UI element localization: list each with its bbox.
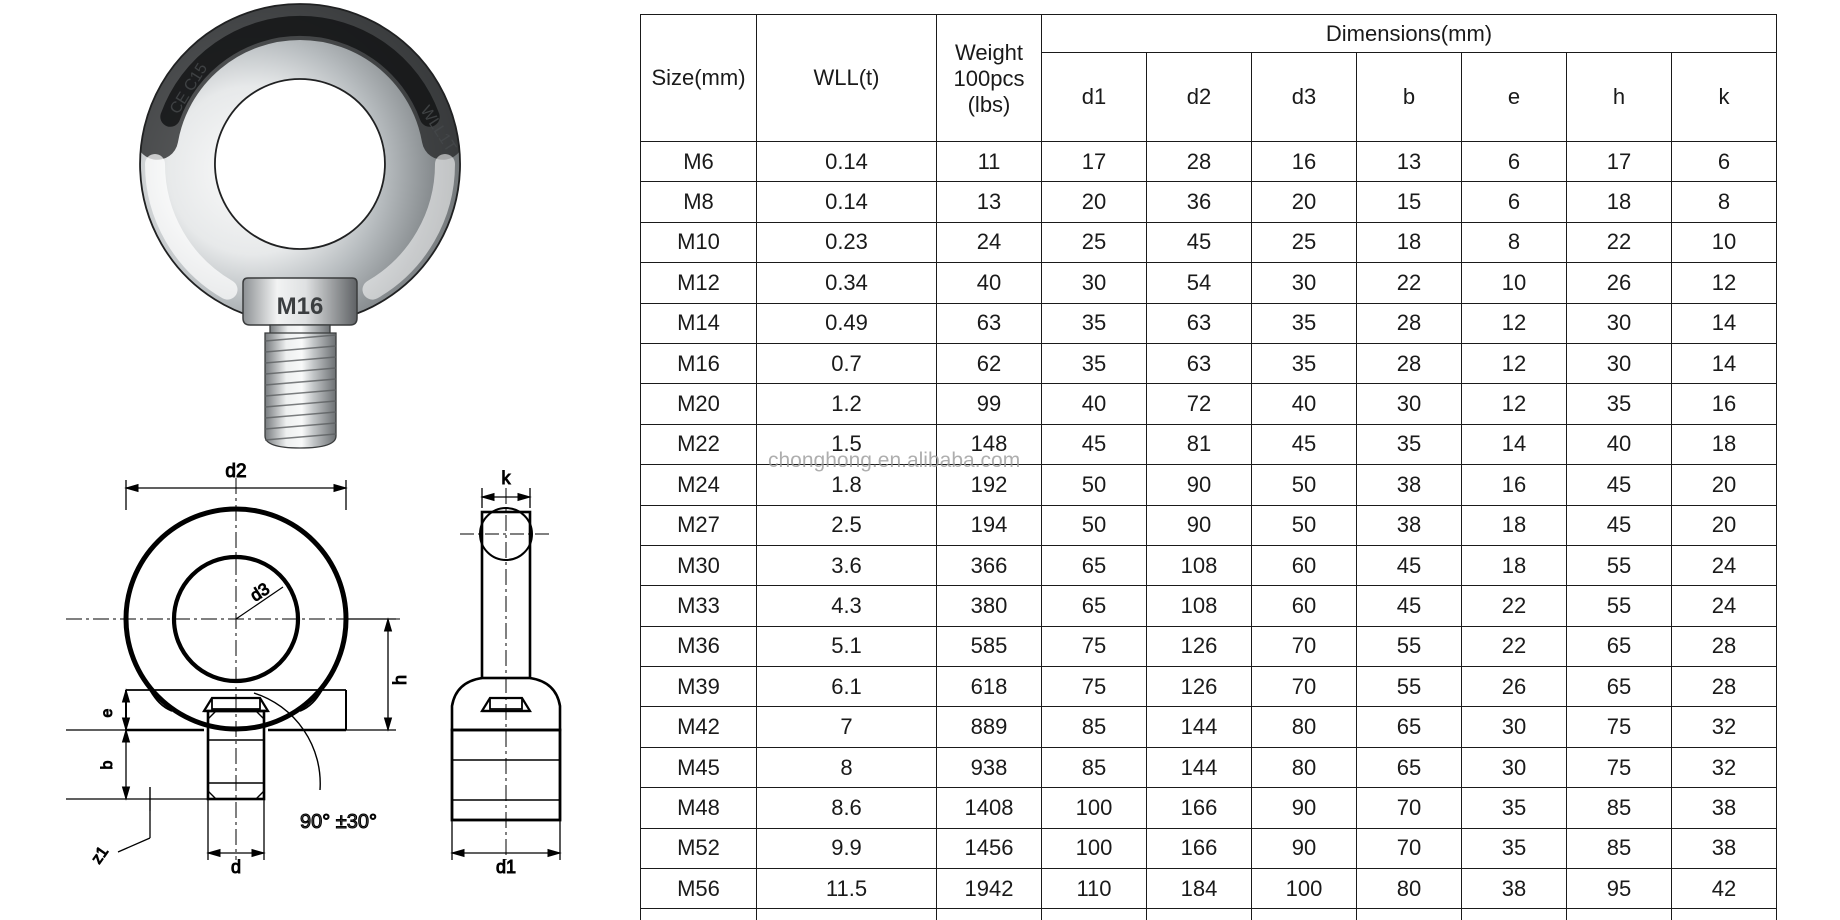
svg-text:M16: M16 (277, 293, 324, 320)
svg-text:d2: d2 (225, 461, 246, 482)
svg-text:b: b (99, 760, 116, 769)
svg-text:z1: z1 (89, 844, 113, 868)
svg-text:d3: d3 (247, 579, 273, 605)
svg-text:d: d (231, 857, 241, 877)
svg-text:k: k (502, 468, 512, 488)
svg-text:h: h (390, 675, 410, 685)
svg-text:d1: d1 (496, 857, 516, 877)
svg-text:e: e (99, 708, 116, 717)
svg-text:90° ±30°: 90° ±30° (300, 811, 377, 833)
